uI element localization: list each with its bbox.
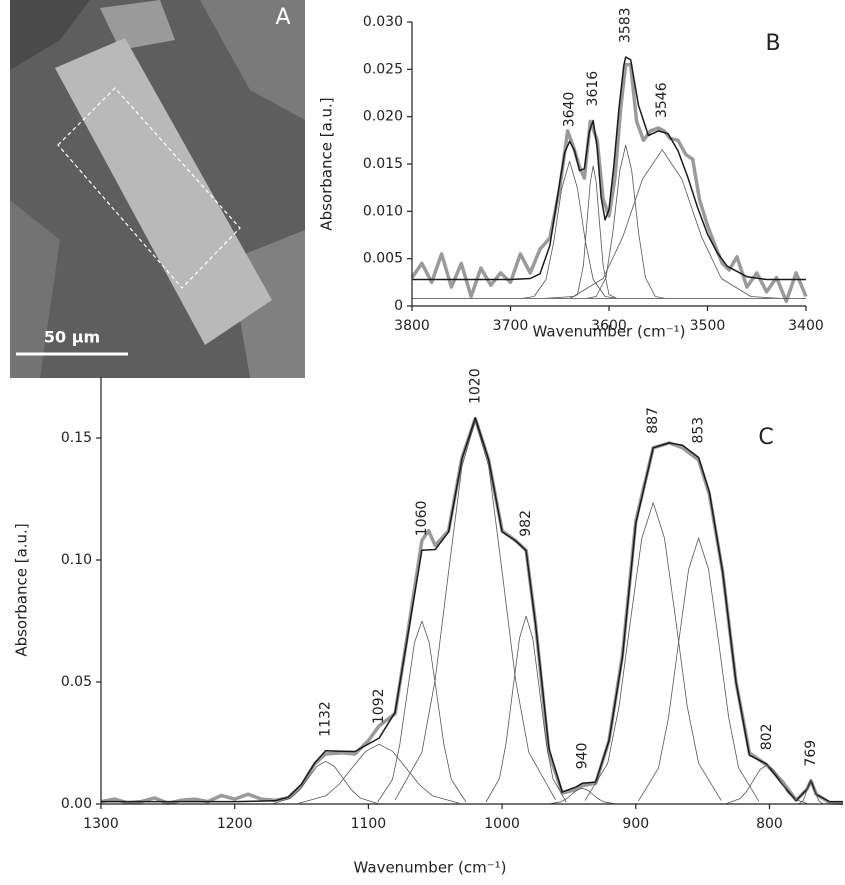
x-tick-label: 3500 [690, 318, 726, 334]
panel-letter: B [765, 31, 780, 56]
component-line [298, 743, 460, 804]
texture [100, 0, 175, 50]
x-tick-label: 1100 [351, 816, 387, 832]
peak-label: 3640 [562, 92, 578, 128]
y-tick-label: 0.15 [61, 430, 92, 446]
x-tick-label: 1200 [217, 816, 253, 832]
micrograph: 50 μm A [10, 0, 305, 378]
x-tick-label: 800 [756, 816, 783, 832]
component-line [543, 149, 781, 299]
crystal [55, 38, 272, 345]
y-tick-label: 0.025 [363, 61, 403, 77]
component-line [522, 160, 617, 299]
peak-label: 769 [803, 740, 819, 767]
measured-line [410, 62, 808, 304]
y-tick-label: 0.005 [363, 251, 403, 267]
fit-line [412, 56, 806, 281]
peak-label: 3616 [585, 71, 601, 107]
y-tick-label: 0.00 [61, 796, 92, 812]
x-tick-label: 900 [622, 816, 649, 832]
x-axis-title: Wavenumber (cm⁻¹) [533, 323, 686, 341]
component-line [638, 537, 760, 802]
peak-label: 1092 [371, 688, 387, 724]
component-line [584, 502, 722, 801]
y-axis-title: Absorbance [a.u.] [13, 523, 31, 656]
peak-label: 1020 [467, 368, 483, 404]
component-line [273, 760, 378, 804]
panel-letter: A [275, 5, 290, 30]
fit-line [101, 417, 843, 803]
y-tick-label: 0.010 [363, 203, 403, 219]
peak-label: 3546 [654, 82, 670, 118]
component-line [550, 787, 615, 805]
y-tick-label: 0.015 [363, 156, 403, 172]
y-tick-label: 0.05 [61, 674, 92, 690]
peak-label: 940 [574, 743, 590, 770]
x-tick-label: 3800 [394, 318, 430, 334]
x-tick-label: 3400 [788, 318, 824, 334]
component-line [377, 620, 467, 803]
texture [200, 0, 305, 120]
y-tick-label: 0 [394, 298, 403, 314]
peak-label: 887 [645, 407, 661, 434]
scale-bar-label: 50 μm [44, 328, 100, 347]
peak-label: 853 [691, 417, 707, 444]
x-tick-label: 3700 [493, 318, 529, 334]
peak-label: 982 [518, 510, 534, 537]
peak-label: 802 [759, 723, 775, 750]
selection-box [57, 87, 241, 289]
measured-line [100, 416, 844, 806]
y-tick-label: 0.020 [363, 109, 403, 125]
x-tick-label: 1000 [484, 816, 520, 832]
component-line [726, 764, 808, 804]
component-line [485, 615, 567, 803]
y-tick-label: 0.030 [363, 14, 403, 30]
y-tick-label: 0.10 [61, 552, 92, 568]
panel-letter: C [758, 425, 773, 450]
texture [10, 200, 60, 378]
x-tick-label: 3600 [591, 318, 627, 334]
peak-label: 1132 [318, 701, 334, 737]
y-axis-title: Absorbance [a.u.] [318, 97, 336, 230]
peak-label: 1060 [414, 501, 430, 537]
component-line [798, 780, 824, 805]
x-axis-title: Wavenumber (cm⁻¹) [354, 859, 507, 877]
component-line [586, 144, 666, 299]
peak-label: 3583 [618, 7, 634, 43]
x-tick-label: 1300 [83, 816, 119, 832]
component-line [394, 420, 556, 801]
texture [10, 0, 90, 70]
